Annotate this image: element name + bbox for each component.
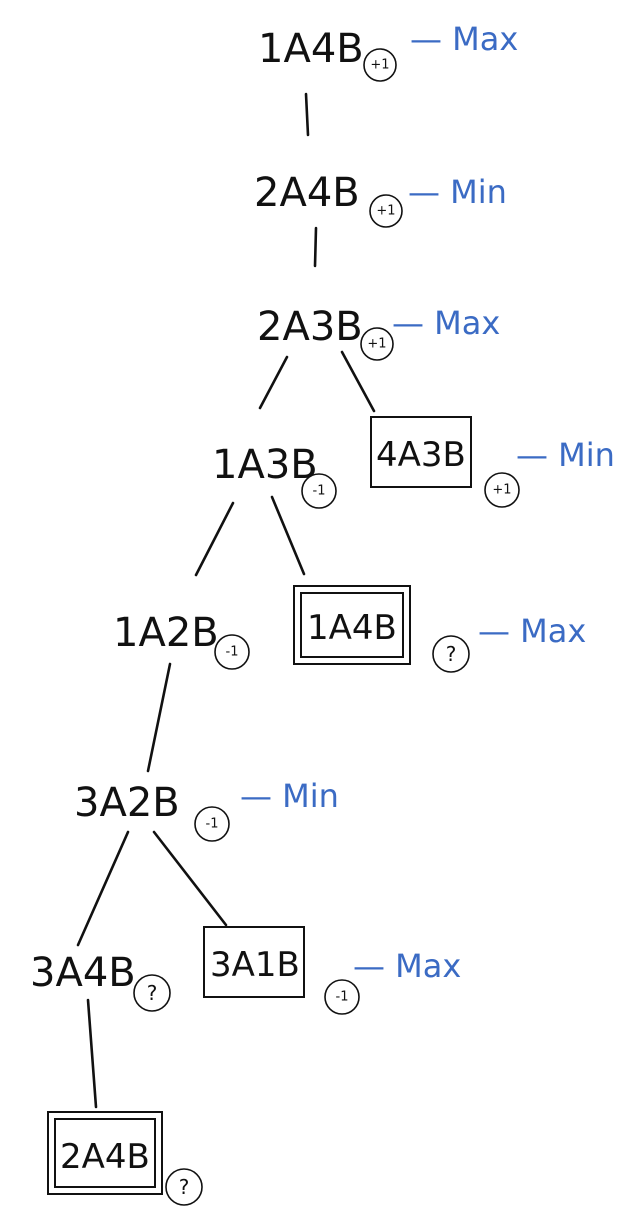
- node-value: ?: [147, 981, 158, 1005]
- node-role-label: — Min: [408, 173, 507, 211]
- edge-n3-n4: [258, 355, 289, 410]
- node-role-label: — Min: [240, 777, 339, 815]
- edge-n6-n8: [146, 662, 172, 773]
- node-state-label: 1A2B: [113, 610, 219, 656]
- edge-n8-n10: [152, 830, 228, 927]
- node-value-circle: [369, 194, 403, 228]
- node-state-label: 3A1B: [210, 945, 300, 985]
- tree-node: 1A3B -1: [212, 442, 337, 509]
- node-value: -1: [226, 645, 239, 660]
- node-state-label: 1A4B: [307, 608, 397, 648]
- node-state-label: 2A3B: [257, 304, 363, 350]
- node-value: -1: [206, 817, 219, 832]
- tree-edges: [76, 92, 376, 1109]
- terminal-box-inner: [54, 1118, 156, 1188]
- tree-node: 2A3B +1 — Max: [257, 304, 500, 361]
- edge-n4-n6: [194, 501, 235, 577]
- node-role-label: — Max: [410, 20, 518, 58]
- edge-n4-n7: [270, 495, 306, 576]
- tree-node: 2A4B +1 — Min: [254, 170, 507, 228]
- node-state-label: 2A4B: [254, 170, 360, 216]
- terminal-box-inner: [300, 592, 404, 658]
- node-value-circle: [484, 472, 520, 508]
- tree-node: 1A4B +1 — Max: [258, 20, 518, 82]
- node-value-circle: [133, 974, 171, 1012]
- node-value-circle: [324, 979, 360, 1015]
- node-value-circle: [194, 806, 230, 842]
- edge-n8-n9: [76, 830, 130, 947]
- node-value: ?: [179, 1175, 190, 1199]
- node-state-label: 2A4B: [60, 1137, 150, 1177]
- tree-node: 3A4B ?: [30, 950, 171, 1012]
- tree-node-terminal: 1A4B ? — Max: [293, 585, 586, 673]
- node-value: -1: [336, 990, 349, 1005]
- node-value: ?: [446, 642, 457, 666]
- node-value-circle: [301, 473, 337, 509]
- tree-node-terminal: 3A1B -1 — Max: [203, 926, 461, 1015]
- edge-n9-n11: [86, 998, 98, 1109]
- tree-node-terminal: 4A3B +1 — Min: [370, 416, 615, 508]
- node-state-label: 3A2B: [74, 780, 180, 826]
- node-role-label: — Max: [392, 304, 500, 342]
- edge-n1-n2: [304, 92, 310, 137]
- node-state-label: 1A3B: [212, 442, 318, 488]
- node-value: -1: [313, 484, 326, 499]
- node-value: +1: [367, 337, 386, 352]
- terminal-box-outer: [47, 1111, 163, 1195]
- node-value: +1: [370, 58, 389, 73]
- node-value: +1: [492, 483, 511, 498]
- node-role-label: — Max: [353, 947, 461, 985]
- node-value-circle: [360, 327, 394, 361]
- edge-n3-n5: [340, 350, 376, 413]
- node-value-circle: [214, 634, 250, 670]
- node-state-label: 4A3B: [376, 435, 466, 475]
- tree-node: 3A2B -1 — Min: [74, 777, 339, 842]
- node-value-circle: [165, 1168, 203, 1206]
- node-value-circle: [432, 635, 470, 673]
- terminal-box-outer: [293, 585, 411, 665]
- terminal-box: [370, 416, 472, 488]
- node-state-label: 3A4B: [30, 950, 136, 996]
- node-role-label: — Max: [478, 612, 586, 650]
- edge-n2-n3: [313, 226, 318, 268]
- node-value: +1: [376, 204, 395, 219]
- tree-node-terminal: 2A4B ?: [47, 1111, 203, 1206]
- node-role-label: — Min: [516, 436, 615, 474]
- node-state-label: 1A4B: [258, 26, 364, 72]
- terminal-box: [203, 926, 305, 998]
- node-value-circle: [363, 48, 397, 82]
- tree-node: 1A2B -1: [113, 610, 250, 670]
